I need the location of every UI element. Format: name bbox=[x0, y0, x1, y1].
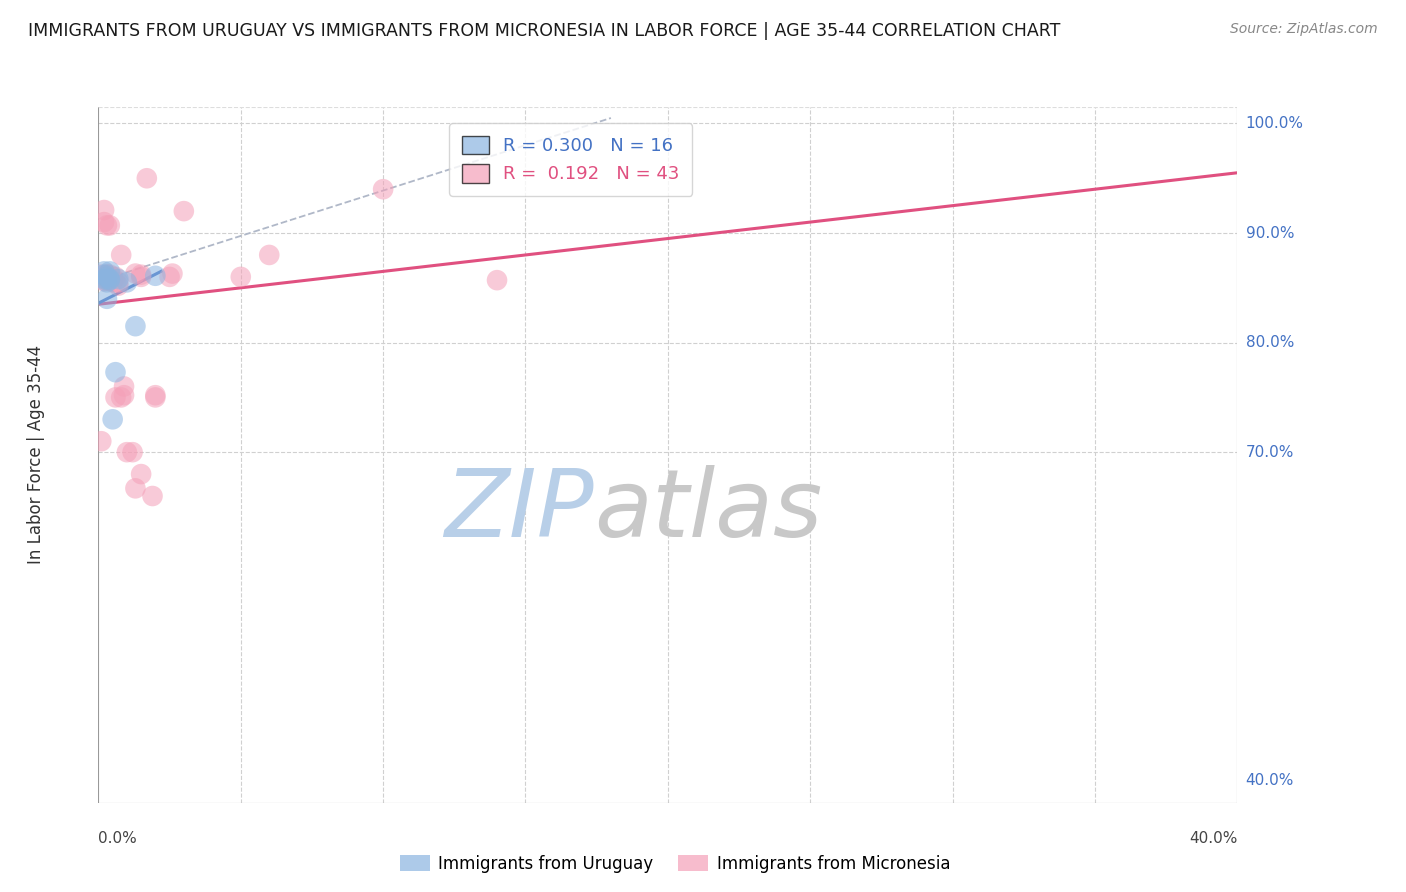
Point bbox=[373, 182, 395, 196]
Legend: R = 0.300   N = 16, R =  0.192   N = 43: R = 0.300 N = 16, R = 0.192 N = 43 bbox=[449, 123, 692, 196]
Point bbox=[98, 219, 121, 233]
Point bbox=[141, 489, 163, 503]
Point bbox=[101, 412, 124, 426]
Point bbox=[107, 272, 129, 286]
Point bbox=[98, 273, 121, 287]
Point bbox=[112, 379, 135, 393]
Point bbox=[107, 276, 129, 290]
Point bbox=[104, 391, 127, 405]
Text: In Labor Force | Age 35-44: In Labor Force | Age 35-44 bbox=[27, 345, 45, 565]
Legend: Immigrants from Uruguay, Immigrants from Micronesia: Immigrants from Uruguay, Immigrants from… bbox=[394, 848, 956, 880]
Point bbox=[486, 273, 509, 287]
Text: IMMIGRANTS FROM URUGUAY VS IMMIGRANTS FROM MICRONESIA IN LABOR FORCE | AGE 35-44: IMMIGRANTS FROM URUGUAY VS IMMIGRANTS FR… bbox=[28, 22, 1060, 40]
Text: 100.0%: 100.0% bbox=[1246, 116, 1303, 131]
Point bbox=[121, 445, 143, 459]
Point bbox=[98, 264, 121, 278]
Point bbox=[129, 467, 152, 481]
Text: 90.0%: 90.0% bbox=[1246, 226, 1294, 241]
Point bbox=[124, 319, 146, 334]
Point bbox=[135, 171, 157, 186]
Point bbox=[96, 272, 118, 286]
Point bbox=[145, 388, 167, 402]
Point bbox=[107, 278, 129, 293]
Point bbox=[98, 272, 121, 286]
Point bbox=[96, 276, 118, 290]
Text: 80.0%: 80.0% bbox=[1246, 335, 1294, 351]
Point bbox=[162, 267, 184, 281]
Text: ZIP: ZIP bbox=[444, 465, 593, 556]
Point bbox=[96, 273, 118, 287]
Text: 40.0%: 40.0% bbox=[1246, 773, 1294, 789]
Point bbox=[145, 391, 167, 405]
Point bbox=[104, 365, 127, 379]
Point bbox=[93, 202, 115, 217]
Point bbox=[96, 268, 118, 282]
Point bbox=[104, 276, 127, 290]
Point bbox=[173, 204, 195, 219]
Point bbox=[124, 481, 146, 495]
Point bbox=[96, 292, 118, 306]
Point bbox=[96, 269, 118, 284]
Point bbox=[129, 269, 152, 284]
Point bbox=[98, 268, 121, 282]
Point bbox=[259, 248, 281, 262]
Point bbox=[93, 268, 115, 282]
Point bbox=[98, 273, 121, 287]
Text: 70.0%: 70.0% bbox=[1246, 445, 1294, 459]
Point bbox=[159, 269, 181, 284]
Point bbox=[90, 434, 112, 449]
Point bbox=[93, 274, 115, 288]
Point bbox=[124, 267, 146, 281]
Point bbox=[229, 269, 252, 284]
Text: 0.0%: 0.0% bbox=[98, 830, 138, 846]
Text: 40.0%: 40.0% bbox=[1189, 830, 1237, 846]
Text: atlas: atlas bbox=[593, 465, 823, 556]
Point bbox=[101, 269, 124, 284]
Point bbox=[112, 388, 135, 402]
Point bbox=[93, 215, 115, 229]
Point bbox=[96, 219, 118, 233]
Point bbox=[115, 445, 138, 459]
Point bbox=[129, 268, 152, 282]
Point bbox=[96, 268, 118, 282]
Point bbox=[110, 248, 132, 262]
Point bbox=[93, 264, 115, 278]
Point bbox=[93, 273, 115, 287]
Point bbox=[101, 276, 124, 290]
Point bbox=[93, 272, 115, 286]
Point bbox=[96, 273, 118, 287]
Point bbox=[104, 269, 127, 284]
Point bbox=[110, 391, 132, 405]
Point bbox=[90, 268, 112, 282]
Text: Source: ZipAtlas.com: Source: ZipAtlas.com bbox=[1230, 22, 1378, 37]
Point bbox=[145, 268, 167, 283]
Point bbox=[115, 276, 138, 290]
